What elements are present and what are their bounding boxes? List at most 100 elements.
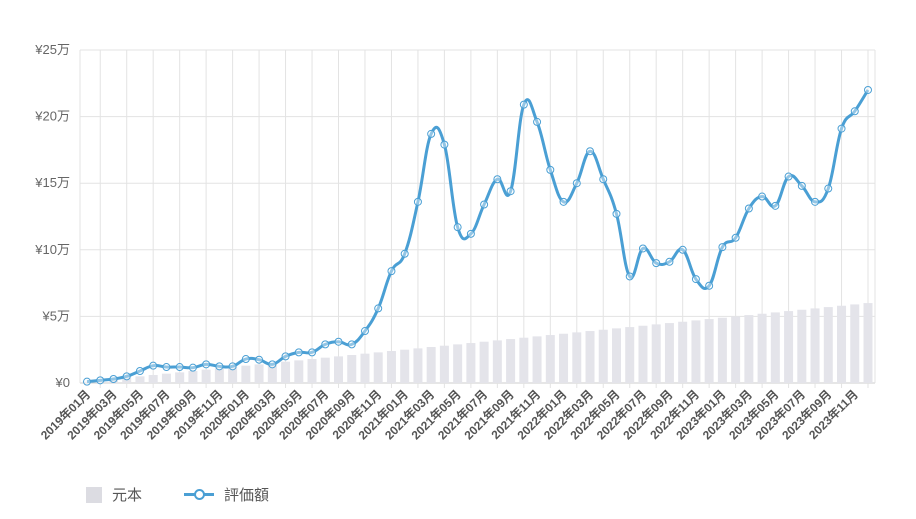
legend-item-valuation[interactable]: 評価額 <box>184 484 269 505</box>
bar-principal <box>691 320 701 383</box>
point-valuation <box>241 355 250 364</box>
point-valuation <box>122 372 131 381</box>
line-valuation <box>86 89 870 384</box>
bar-principal <box>347 355 357 383</box>
bar-principal <box>664 323 674 383</box>
point-valuation <box>559 197 568 206</box>
point-valuation <box>652 259 661 268</box>
bar-principal <box>850 304 860 383</box>
bar-principal <box>214 368 224 383</box>
point-valuation <box>374 304 383 313</box>
point-valuation <box>453 223 462 232</box>
bar-principal <box>201 369 211 383</box>
bar-principal <box>135 376 145 383</box>
point-valuation <box>400 249 409 258</box>
bar-principal <box>625 327 635 383</box>
point-valuation <box>347 340 356 349</box>
point-valuation <box>202 360 211 369</box>
point-valuation <box>837 124 846 133</box>
point-valuation <box>493 175 502 184</box>
point-valuation <box>281 352 290 361</box>
point-valuation <box>255 355 264 364</box>
point-valuation <box>228 362 237 371</box>
point-valuation <box>691 275 700 284</box>
bar-principal <box>651 324 661 383</box>
bar-principal <box>386 351 396 383</box>
point-valuation <box>109 375 118 384</box>
point-valuation <box>612 209 621 218</box>
bar-principal <box>506 339 516 383</box>
point-valuation <box>308 348 317 357</box>
bar-principal <box>479 341 489 383</box>
bar-principal <box>492 340 502 383</box>
bar-principal <box>638 325 648 383</box>
bar-principal <box>823 307 833 383</box>
point-valuation <box>665 257 674 266</box>
legend-item-principal[interactable]: 元本 <box>86 484 142 505</box>
y-tick-label: ¥15万 <box>34 175 70 190</box>
bar-principal <box>108 379 118 383</box>
bar-principal <box>453 344 463 383</box>
bar-principal <box>757 313 767 383</box>
point-valuation <box>546 165 555 174</box>
point-valuation <box>440 140 449 149</box>
point-valuation <box>135 367 144 376</box>
y-tick-label: ¥25万 <box>34 42 70 57</box>
legend: 元本 評価額 <box>86 484 311 505</box>
bar-principal <box>413 348 423 383</box>
point-valuation <box>413 197 422 206</box>
point-valuation <box>705 281 714 290</box>
point-valuation <box>625 272 634 281</box>
point-valuation <box>811 197 820 206</box>
bar-principal <box>307 359 317 383</box>
point-valuation <box>519 100 528 109</box>
point-valuation <box>215 362 224 371</box>
point-valuation <box>586 147 595 156</box>
point-valuation <box>599 175 608 184</box>
bar-principal <box>770 312 780 383</box>
bar-principal <box>334 356 344 383</box>
bar-principal <box>294 360 304 383</box>
point-valuation <box>744 204 753 213</box>
bar-principal <box>400 349 410 383</box>
point-valuation <box>188 363 197 372</box>
bar-principal <box>837 305 847 383</box>
bar-principal <box>439 345 449 383</box>
bar-principal <box>611 328 621 383</box>
bar-principal <box>598 329 608 383</box>
bar-principal <box>148 375 158 383</box>
point-valuation <box>175 363 184 372</box>
bar-principal <box>175 372 185 383</box>
bar-principal <box>784 311 794 383</box>
point-valuation <box>638 244 647 253</box>
bar-principal <box>241 365 251 383</box>
point-valuation <box>480 200 489 209</box>
bar-principal <box>572 332 582 383</box>
bar-principal <box>281 361 291 383</box>
point-valuation <box>83 377 91 386</box>
bar-principal <box>254 364 264 383</box>
bar-principal <box>267 363 277 383</box>
legend-label: 元本 <box>112 487 143 504</box>
point-valuation <box>466 229 475 238</box>
bar-principal <box>545 335 555 383</box>
point-valuation <box>572 179 581 188</box>
point-valuation <box>360 327 369 336</box>
chart: ¥0¥5万¥10万¥15万¥20万¥25万2019年01月2019年03月201… <box>34 42 876 442</box>
bar-principal <box>585 331 595 383</box>
y-tick-label: ¥5万 <box>42 308 70 323</box>
point-valuation <box>268 360 277 369</box>
point-valuation <box>533 117 542 126</box>
legend-swatch-line <box>184 489 215 500</box>
point-valuation <box>96 376 105 385</box>
bar-principal <box>426 347 436 383</box>
bar-principal <box>717 317 727 383</box>
legend-label: 評価額 <box>224 487 270 504</box>
bar-principal <box>532 336 542 383</box>
point-valuation <box>771 201 780 210</box>
point-valuation <box>758 192 767 201</box>
bar-principal <box>863 303 873 383</box>
bar-principal <box>320 357 330 383</box>
bar-principal <box>161 373 171 383</box>
point-valuation <box>321 340 330 349</box>
